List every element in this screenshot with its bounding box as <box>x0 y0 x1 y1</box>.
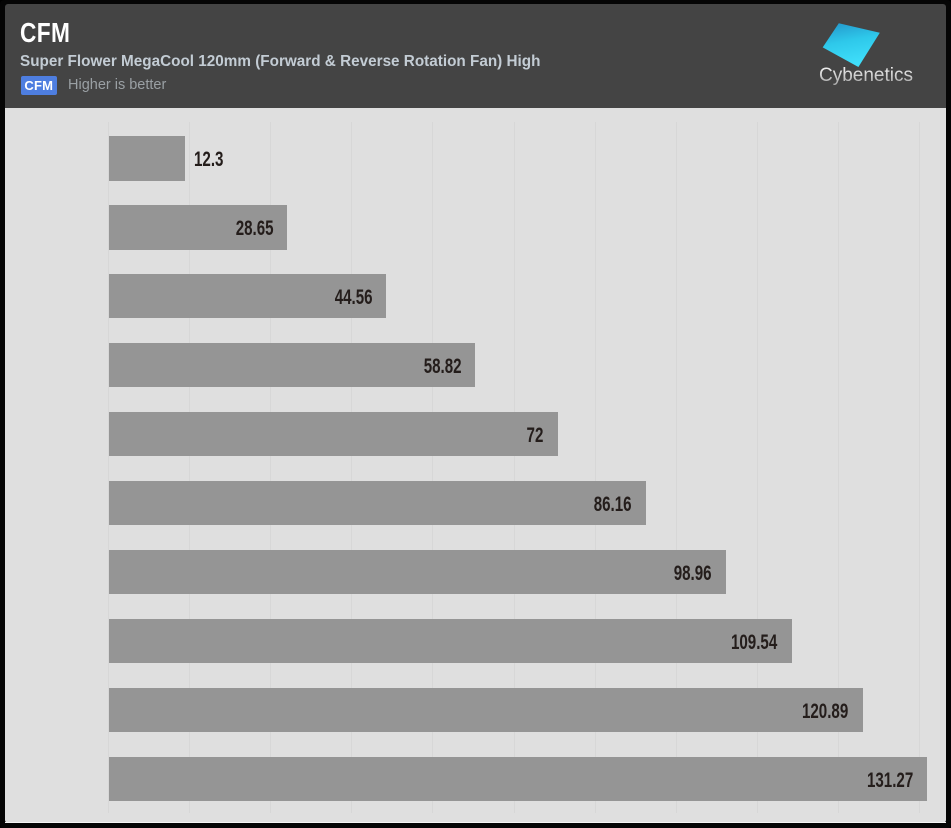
svg-text:Cybenetics: Cybenetics <box>819 65 913 86</box>
